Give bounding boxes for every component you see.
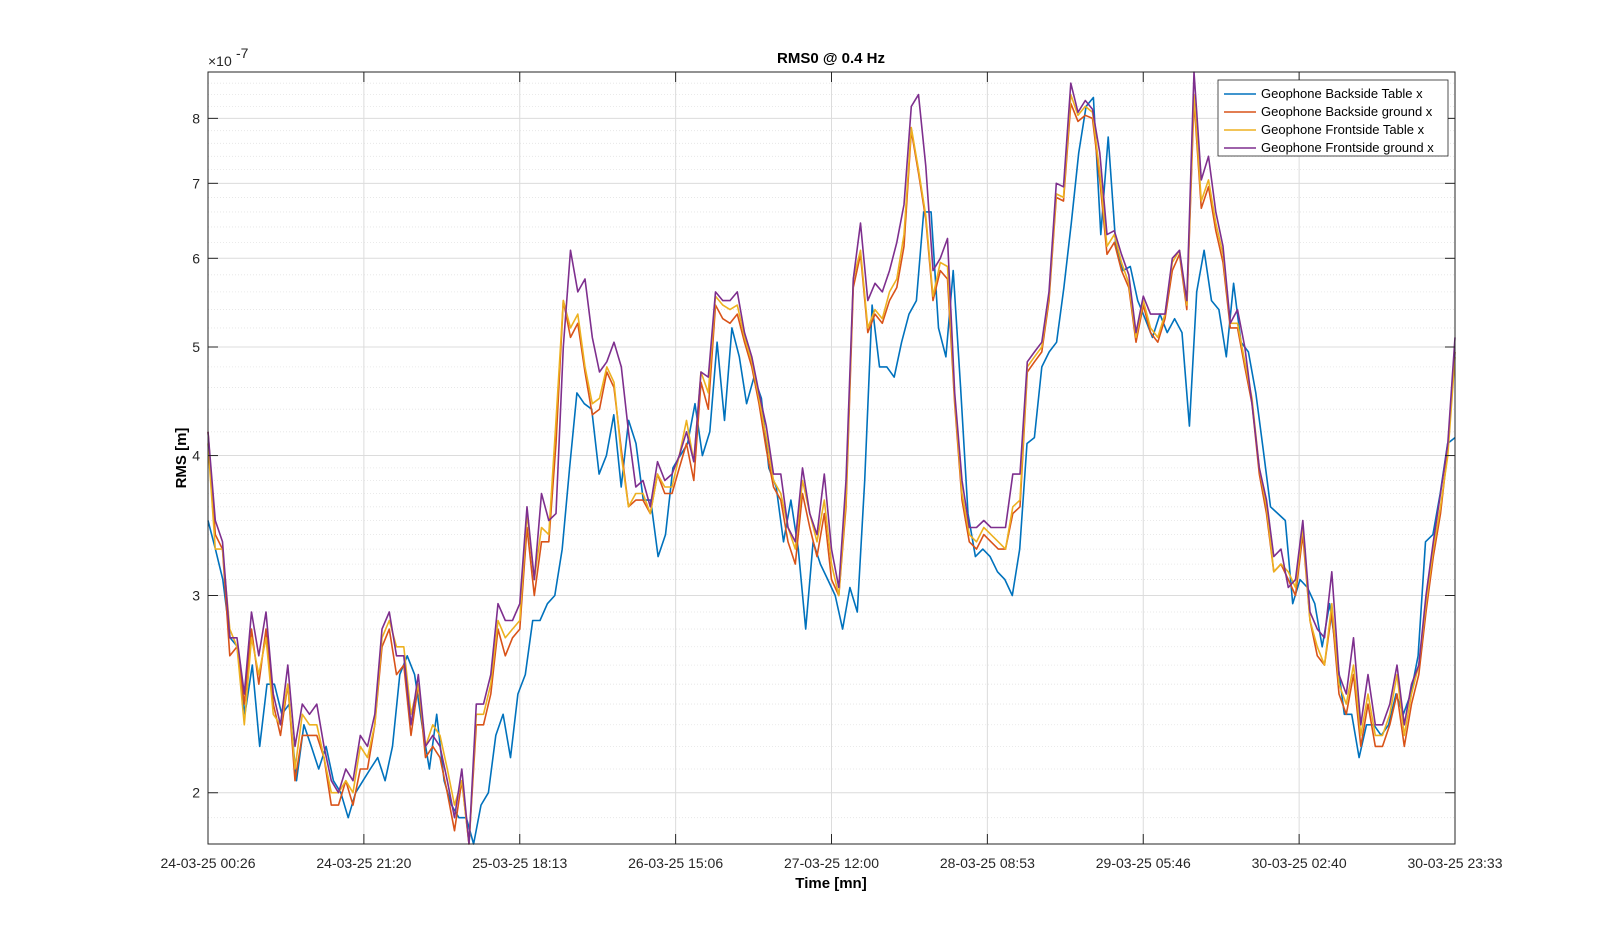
x-axis-label: Time [mn] xyxy=(795,875,866,892)
y-tick-label: 7 xyxy=(192,175,200,191)
x-tick-label: 30-03-25 23:33 xyxy=(1408,855,1503,871)
y-tick-label: 6 xyxy=(192,250,200,266)
legend-entry-label: Geophone Backside Table x xyxy=(1261,86,1423,101)
legend-entry-label: Geophone Backside ground x xyxy=(1261,104,1433,119)
y-exponent-power: -7 xyxy=(236,45,249,61)
x-tick-label: 26-03-25 15:06 xyxy=(628,855,723,871)
x-tick-label: 24-03-25 21:20 xyxy=(316,855,411,871)
y-tick-label: 4 xyxy=(192,448,200,464)
x-tick-label: 24-03-25 00:26 xyxy=(161,855,256,871)
series-layer xyxy=(207,71,1456,845)
y-tick-label: 8 xyxy=(192,110,200,126)
legend-box xyxy=(1217,79,1449,157)
x-tick-label: 30-03-25 02:40 xyxy=(1252,855,1347,871)
y-exponent-base: ×10 xyxy=(208,53,232,69)
x-tick-label: 27-03-25 12:00 xyxy=(784,855,879,871)
y-tick-label: 5 xyxy=(192,339,200,355)
y-tick-label: 2 xyxy=(192,785,200,801)
series-line-geophone-backside-ground-x xyxy=(207,99,1456,845)
legend: Geophone Backside Table x Geophone Backsi… xyxy=(1217,79,1449,157)
tick-labels: 2 3 4 5 6 7 8 24-03-25 00:26 24-03-25 21:20 25-03… xyxy=(161,110,1503,871)
x-tick-label: 28-03-25 08:53 xyxy=(940,855,1035,871)
series-line-geophone-backside-table-x xyxy=(207,96,1456,845)
grid xyxy=(208,72,1455,844)
y-axis-label: RMS [m] xyxy=(173,428,190,489)
ticks xyxy=(207,72,1456,844)
x-tick-label: 25-03-25 18:13 xyxy=(472,855,567,871)
series-line-geophone-frontside-ground-x xyxy=(207,71,1456,845)
y-exponent: ×10 -7 xyxy=(208,45,249,69)
legend-entry-label: Geophone Frontside ground x xyxy=(1261,140,1434,155)
legend-entry-label: Geophone Frontside Table x xyxy=(1261,122,1425,137)
x-tick-label: 29-03-25 05:46 xyxy=(1096,855,1191,871)
y-tick-label: 3 xyxy=(192,588,200,604)
chart-title: RMS0 @ 0.4 Hz xyxy=(777,50,885,67)
